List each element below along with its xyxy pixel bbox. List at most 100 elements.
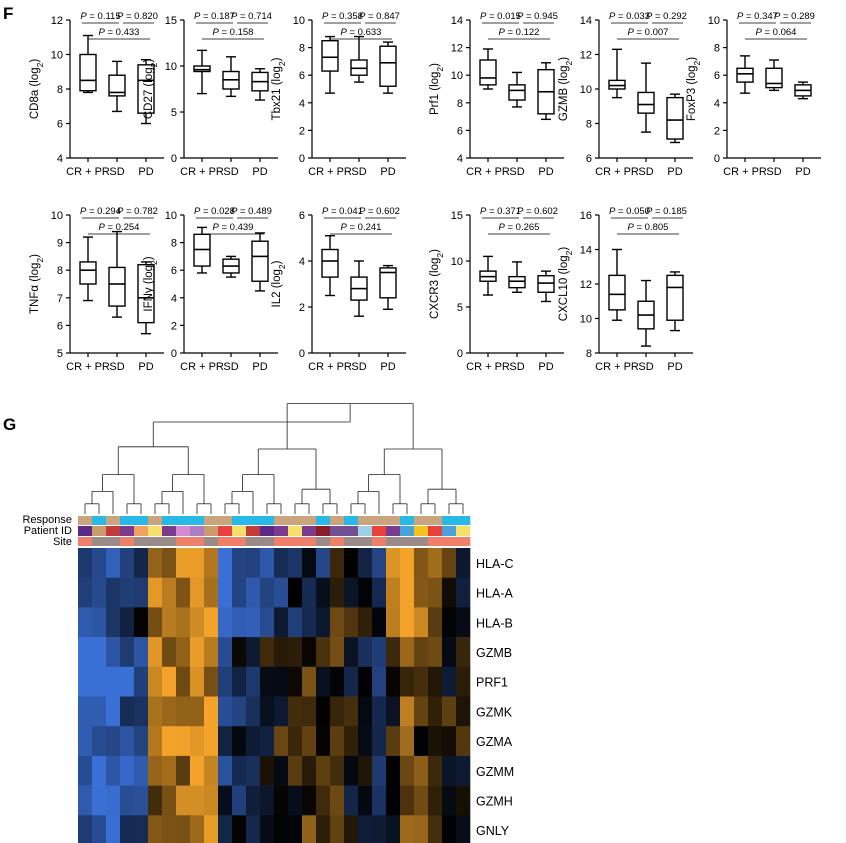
- annotation-site-cell: [92, 537, 107, 546]
- heatmap-cell: [400, 666, 415, 697]
- annotation-site-cell: [120, 537, 135, 546]
- heatmap-cell: [148, 815, 163, 843]
- box-iqr: [321, 40, 339, 72]
- heatmap-cell: [162, 815, 177, 843]
- annotation-site-cell: [442, 537, 457, 546]
- x-tick-label: CR + PR: [595, 361, 639, 373]
- heatmap-cell: [428, 726, 443, 757]
- box: [666, 93, 684, 144]
- heatmap-cell: [120, 755, 135, 786]
- p-value-label: P = 0.439: [213, 222, 254, 233]
- heatmap-cell: [456, 785, 471, 816]
- annotation-patient-cell: [92, 526, 107, 536]
- heatmap-cell: [330, 637, 345, 668]
- heatmap-cell: [78, 607, 93, 638]
- y-tick-label: 9: [57, 238, 63, 250]
- heatmap-cell: [204, 666, 219, 697]
- heatmap-cell: [288, 548, 303, 578]
- heatmap-cell: [162, 755, 177, 786]
- annotation-patient-cell: [120, 526, 135, 536]
- heatmap-cell: [344, 577, 359, 608]
- heatmap-cell: [372, 726, 387, 757]
- annotation-response-cell: [78, 516, 93, 525]
- heatmap-cell: [260, 548, 275, 578]
- heatmap-cell: [288, 785, 303, 816]
- p-value-label: P = 0.158: [213, 27, 254, 38]
- annotation-site-cell: [428, 537, 443, 546]
- heatmap-cell: [218, 785, 233, 816]
- annotation-patient-cell: [316, 526, 331, 536]
- box: [321, 35, 339, 94]
- p-value-label: P = 0.015: [480, 11, 521, 22]
- p-value-label: P = 0.945: [517, 11, 558, 22]
- x-tick-label: PD: [538, 166, 553, 178]
- heatmap-cell: [330, 607, 345, 638]
- box-iqr: [537, 275, 555, 293]
- heatmap-cell: [176, 577, 191, 608]
- heatmap-cell: [218, 548, 233, 578]
- heatmap-cell: [218, 696, 233, 727]
- annotation-site-cell: [246, 537, 261, 546]
- heatmap-cell: [316, 785, 331, 816]
- heatmap-cell: [316, 696, 331, 727]
- heatmap-cell: [330, 548, 345, 578]
- heatmap-cell: [190, 726, 205, 757]
- heatmap-cell: [162, 785, 177, 816]
- y-tick-label: 6: [299, 210, 305, 222]
- y-axis-label: CD8a (log2): [29, 59, 45, 120]
- heatmap-cell: [176, 607, 191, 638]
- heatmap-cell: [344, 815, 359, 843]
- heatmap-cell: [106, 696, 121, 727]
- heatmap-cell: [148, 785, 163, 816]
- heatmap-cell: [372, 548, 387, 578]
- annotation-patient-cell: [176, 526, 191, 536]
- heatmap-cell: [442, 637, 457, 668]
- heatmap-cell: [148, 726, 163, 757]
- y-tick-label: 10: [451, 256, 463, 268]
- heatmap-cell: [92, 548, 107, 578]
- annotation-site-cell: [288, 537, 303, 546]
- annotation-response-cell: [414, 516, 429, 525]
- heatmap-cell: [344, 666, 359, 697]
- annotation-site-cell: [414, 537, 429, 546]
- heatmap-cell: [78, 785, 93, 816]
- annotation-response-cell: [400, 516, 415, 525]
- annotation-site-cell: [400, 537, 415, 546]
- heatmap-cell: [288, 666, 303, 697]
- heatmap-cell: [386, 577, 401, 608]
- x-tick-label: CR + PR: [466, 361, 510, 373]
- gene-label: GZMM: [476, 765, 514, 779]
- y-tick-label: 10: [580, 84, 592, 96]
- box: [321, 234, 339, 297]
- y-tick-label: 15: [451, 210, 463, 222]
- box: [537, 270, 555, 303]
- p-value-label: P = 0.489: [231, 206, 272, 217]
- heatmap-cell: [456, 637, 471, 668]
- box: [537, 62, 555, 121]
- x-tick-label: SD: [638, 361, 653, 373]
- box-iqr: [736, 67, 754, 83]
- heatmap-cell: [120, 577, 135, 608]
- heatmap-cell: [120, 637, 135, 668]
- heatmap-cell: [92, 785, 107, 816]
- heatmap-cell: [302, 607, 317, 638]
- heatmap-cell: [274, 696, 289, 727]
- y-tick-label: 5: [457, 302, 463, 314]
- heatmap-cell: [428, 785, 443, 816]
- p-value-label: P = 0.115: [80, 11, 120, 22]
- heatmap-cell: [134, 548, 149, 578]
- annotation-patient-cell: [428, 526, 443, 536]
- annotation-patient-cell: [344, 526, 359, 536]
- heatmap-cell: [456, 696, 471, 727]
- y-tick-label: 8: [299, 43, 305, 55]
- heatmap-cell: [344, 607, 359, 638]
- heatmap-cell: [246, 548, 261, 578]
- heatmap-cell: [274, 755, 289, 786]
- heatmap-cell: [442, 577, 457, 608]
- heatmap-cell: [344, 696, 359, 727]
- y-tick-label: 6: [57, 320, 63, 332]
- heatmap-cell: [372, 607, 387, 638]
- heatmap-cell: [400, 815, 415, 843]
- y-tick-label: 0: [299, 153, 305, 165]
- heatmap-cell: [400, 755, 415, 786]
